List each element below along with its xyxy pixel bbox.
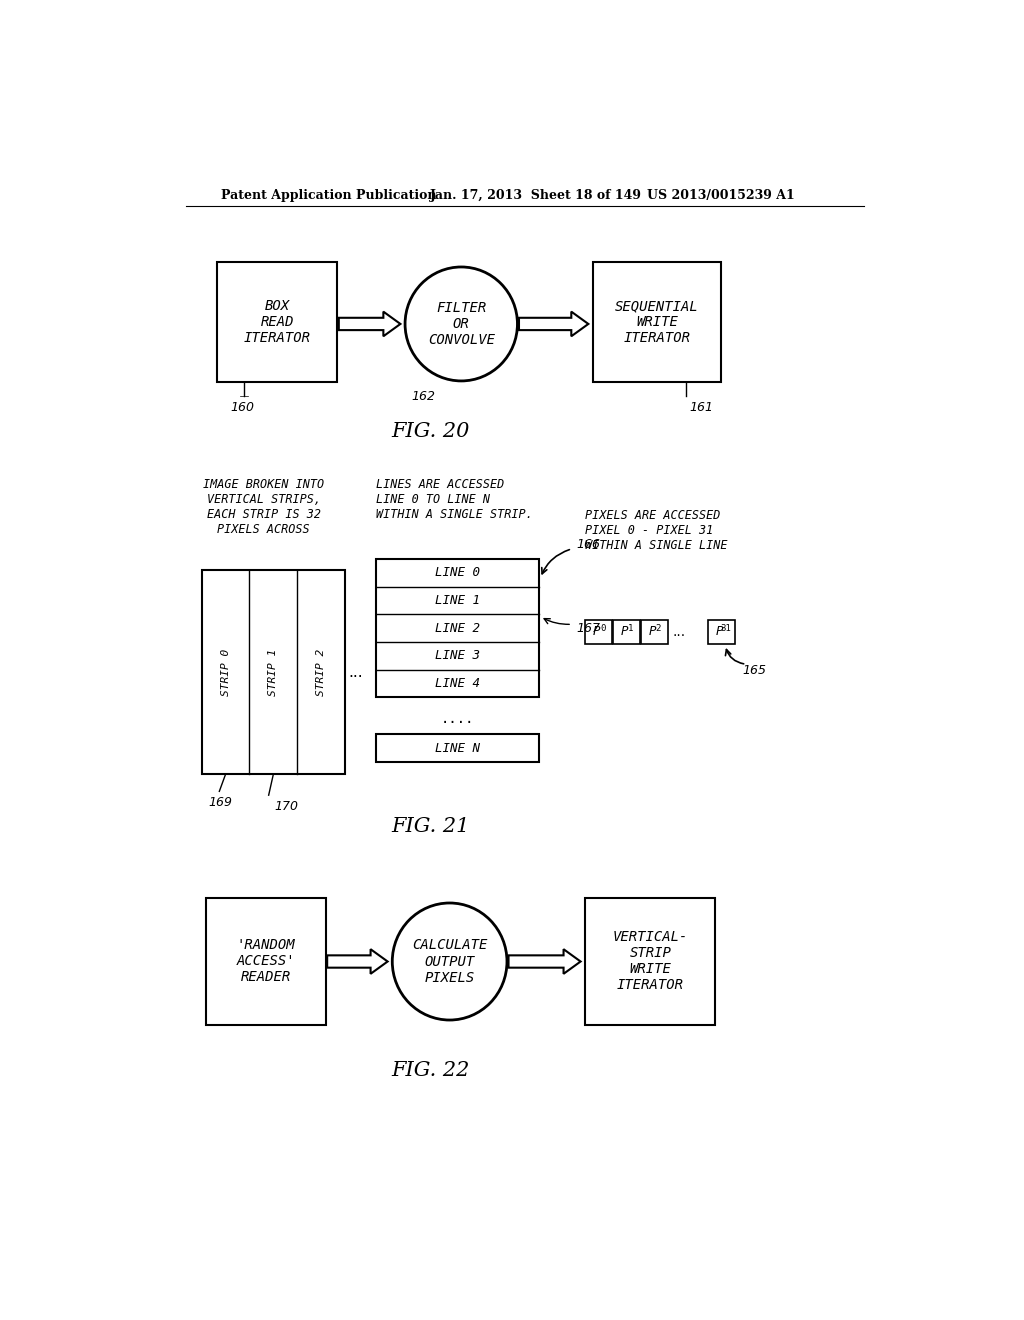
FancyArrow shape (519, 312, 589, 337)
Text: LINE 4: LINE 4 (435, 677, 480, 690)
Text: P: P (621, 624, 628, 638)
Bar (593, 263, 721, 381)
Text: 165: 165 (742, 664, 767, 677)
Text: 0: 0 (600, 623, 605, 632)
Bar (376, 558, 539, 697)
Text: ...: ... (673, 624, 686, 639)
Text: 170: 170 (274, 800, 299, 813)
Text: 166: 166 (575, 539, 600, 552)
Bar (206, 898, 326, 1024)
Text: Jan. 17, 2013  Sheet 18 of 149: Jan. 17, 2013 Sheet 18 of 149 (430, 189, 642, 202)
FancyArrow shape (509, 949, 581, 974)
Bar (613, 620, 640, 644)
Text: US 2013/0015239 A1: US 2013/0015239 A1 (647, 189, 795, 202)
Text: LINE 1: LINE 1 (435, 594, 480, 607)
Text: 169: 169 (209, 796, 232, 809)
Text: FIG. 21: FIG. 21 (391, 817, 469, 837)
Text: VERTICAL-
STRIP
WRITE
ITERATOR: VERTICAL- STRIP WRITE ITERATOR (612, 929, 688, 993)
Text: P: P (715, 624, 723, 638)
Text: 160: 160 (230, 401, 254, 414)
Text: LINE 3: LINE 3 (435, 649, 480, 663)
Bar (586, 620, 612, 644)
Text: 167: 167 (575, 622, 600, 635)
Text: BOX
READ
ITERATOR: BOX READ ITERATOR (244, 298, 310, 346)
Bar (217, 263, 337, 381)
Text: LINE 2: LINE 2 (435, 622, 480, 635)
Text: PIXELS ARE ACCESSED
PIXEL 0 - PIXEL 31
WITHIN A SINGLE LINE: PIXELS ARE ACCESSED PIXEL 0 - PIXEL 31 W… (586, 508, 728, 552)
Text: LINE 0: LINE 0 (435, 566, 480, 579)
Text: STRIP 2: STRIP 2 (316, 648, 326, 696)
Bar (202, 570, 345, 775)
Text: ...: ... (348, 665, 364, 680)
Bar (708, 620, 735, 644)
Text: 1: 1 (628, 623, 633, 632)
Text: STRIP 0: STRIP 0 (220, 648, 230, 696)
Text: IMAGE BROKEN INTO
VERTICAL STRIPS,
EACH STRIP IS 32
PIXELS ACROSS: IMAGE BROKEN INTO VERTICAL STRIPS, EACH … (203, 478, 325, 536)
Text: ....: .... (440, 711, 474, 726)
FancyArrow shape (339, 312, 400, 337)
Text: LINE N: LINE N (435, 742, 480, 755)
Text: 'RANDOM
ACCESS'
READER: 'RANDOM ACCESS' READER (237, 939, 295, 985)
Text: P: P (593, 624, 600, 638)
Text: CALCULATE
OUTPUT
PIXELS: CALCULATE OUTPUT PIXELS (412, 939, 487, 985)
Bar (641, 620, 669, 644)
Text: FILTER
OR
CONVOLVE: FILTER OR CONVOLVE (428, 301, 495, 347)
Text: Patent Application Publication: Patent Application Publication (221, 189, 436, 202)
Bar (586, 898, 716, 1024)
Text: FIG. 20: FIG. 20 (391, 422, 469, 441)
FancyArrow shape (328, 949, 388, 974)
Ellipse shape (392, 903, 507, 1020)
Text: STRIP 1: STRIP 1 (268, 648, 279, 696)
Ellipse shape (406, 267, 517, 381)
Bar (376, 734, 539, 762)
Text: LINES ARE ACCESSED
LINE 0 TO LINE N
WITHIN A SINGLE STRIP.: LINES ARE ACCESSED LINE 0 TO LINE N WITH… (376, 478, 532, 521)
Text: P: P (648, 624, 656, 638)
Text: SEQUENTIAL
WRITE
ITERATOR: SEQUENTIAL WRITE ITERATOR (615, 298, 698, 346)
Text: FIG. 22: FIG. 22 (391, 1061, 469, 1080)
Text: 2: 2 (655, 623, 662, 632)
Text: 31: 31 (721, 623, 731, 632)
Text: 161: 161 (690, 401, 714, 414)
Text: 162: 162 (412, 389, 435, 403)
